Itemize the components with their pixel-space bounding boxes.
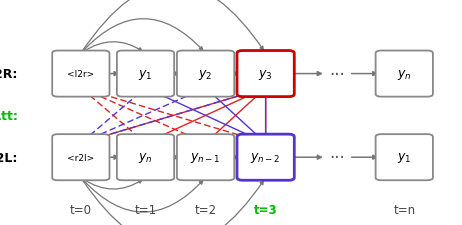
Text: <r2l>: <r2l> — [67, 153, 94, 162]
Text: t=2: t=2 — [195, 203, 217, 216]
Text: $y_n$: $y_n$ — [138, 151, 153, 164]
Text: t=3: t=3 — [254, 203, 278, 216]
Text: $y_{n-1}$: $y_{n-1}$ — [190, 151, 221, 164]
FancyBboxPatch shape — [52, 51, 109, 97]
FancyBboxPatch shape — [177, 135, 234, 180]
FancyBboxPatch shape — [376, 135, 433, 180]
Text: SBAtt:: SBAtt: — [0, 109, 18, 122]
Text: $y_2$: $y_2$ — [199, 67, 213, 81]
Text: t=0: t=0 — [70, 203, 92, 216]
Text: ···: ··· — [329, 148, 345, 166]
FancyBboxPatch shape — [177, 51, 234, 97]
FancyBboxPatch shape — [117, 51, 174, 97]
Text: $y_{n-2}$: $y_{n-2}$ — [250, 151, 281, 164]
Text: R2L:: R2L: — [0, 151, 18, 164]
Text: t=n: t=n — [393, 203, 415, 216]
FancyBboxPatch shape — [376, 51, 433, 97]
Text: $y_1$: $y_1$ — [397, 151, 412, 164]
FancyBboxPatch shape — [52, 135, 109, 180]
FancyBboxPatch shape — [117, 135, 174, 180]
Text: L2R:: L2R: — [0, 68, 18, 81]
Text: <l2r>: <l2r> — [67, 70, 94, 79]
Text: $y_1$: $y_1$ — [138, 67, 153, 81]
Text: ···: ··· — [329, 65, 345, 83]
FancyBboxPatch shape — [237, 135, 294, 180]
FancyBboxPatch shape — [237, 51, 294, 97]
Text: $y_3$: $y_3$ — [258, 67, 273, 81]
Text: $y_n$: $y_n$ — [397, 67, 412, 81]
Text: t=1: t=1 — [134, 203, 157, 216]
